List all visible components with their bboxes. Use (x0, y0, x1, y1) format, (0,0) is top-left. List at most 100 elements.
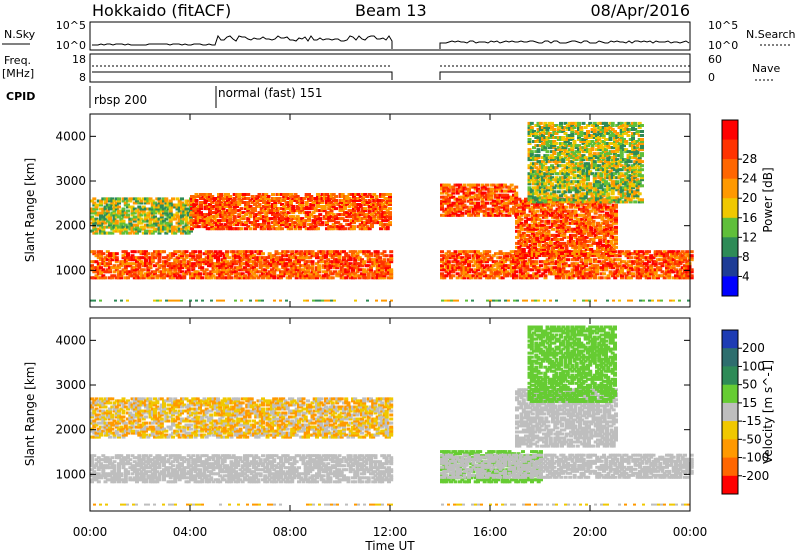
power-cell (186, 203, 191, 207)
power-cell (119, 272, 124, 276)
power-cell (307, 211, 311, 215)
power-cell (103, 221, 108, 225)
power-cell (346, 272, 351, 276)
power-cell (128, 205, 133, 209)
power-cell (364, 254, 369, 258)
power-cell (153, 209, 157, 213)
power-cell (126, 258, 130, 262)
power-cell (293, 197, 298, 200)
power-cell (137, 213, 142, 217)
power-cell (193, 250, 198, 254)
power-cell (382, 260, 387, 264)
power-cell (132, 211, 137, 215)
power-cell (307, 215, 311, 219)
power-cell (279, 258, 283, 262)
power-cell (218, 252, 223, 256)
power-cell (277, 201, 282, 204)
power-cell (262, 215, 266, 219)
power-cell (184, 256, 189, 260)
power-cell (119, 270, 124, 274)
power-cell (319, 252, 324, 256)
power-cell (685, 250, 690, 254)
power-cell (244, 213, 248, 217)
power-cell (228, 201, 233, 204)
power-cell (112, 264, 117, 268)
power-cell (130, 270, 135, 274)
power-cell (92, 217, 97, 221)
power-cell (304, 207, 309, 211)
power-cell (166, 258, 171, 262)
power-cell (184, 221, 189, 225)
power-cell (241, 193, 246, 196)
power-cell (298, 211, 302, 215)
power-cell (299, 268, 304, 272)
power-cell (378, 264, 382, 268)
power-cell (201, 219, 206, 223)
power-cell (333, 252, 337, 256)
power-cell (219, 211, 224, 215)
power-cell (137, 221, 142, 225)
power-cell (171, 205, 175, 209)
power-cell (135, 201, 139, 205)
power-cell (244, 197, 248, 200)
power-cell (139, 199, 144, 203)
power-cell (543, 274, 548, 278)
power-cell (375, 250, 380, 254)
power-cell (186, 254, 191, 258)
power-cell (291, 207, 296, 211)
power-cell (99, 272, 103, 276)
power-cell (162, 209, 166, 213)
power-cell (285, 258, 290, 262)
power-cell (171, 203, 175, 207)
power-cell (232, 201, 237, 204)
power-cell (203, 215, 208, 219)
power-cell (108, 266, 112, 270)
power-cell (144, 213, 148, 217)
power-cell (130, 211, 135, 215)
power-cell (272, 272, 277, 276)
power-cell (99, 223, 103, 227)
power-cell (101, 215, 106, 219)
power-cell (177, 266, 182, 270)
power-cell (141, 252, 146, 256)
power-cell (223, 205, 228, 208)
power-cell (166, 227, 171, 231)
power-cell (324, 256, 328, 260)
power-cell (257, 213, 262, 217)
power-cell (250, 201, 255, 204)
power-cell (378, 256, 382, 260)
power-cell (101, 219, 106, 223)
power-cell (324, 270, 328, 274)
power-cell (324, 262, 328, 266)
power-cell (308, 256, 313, 260)
power-cell (285, 270, 290, 274)
power-cell (357, 264, 362, 268)
power-cell (366, 268, 371, 272)
power-cell (177, 260, 182, 264)
power-cell (312, 274, 317, 278)
power-cell (248, 221, 253, 225)
power-cell (225, 254, 229, 258)
power-cell (123, 203, 128, 207)
power-cell (290, 266, 295, 270)
power-cell (295, 207, 300, 211)
power-cell (225, 252, 229, 256)
power-cell (295, 195, 300, 198)
power-cell (164, 205, 169, 209)
power-cell (346, 266, 351, 270)
power-cell (375, 268, 380, 272)
power-cell (304, 195, 309, 198)
power-cell (196, 225, 201, 229)
power-cell (128, 219, 133, 223)
power-cell (309, 203, 314, 206)
power-cell (166, 221, 171, 225)
power-cell (262, 205, 266, 208)
power-cell (239, 217, 244, 221)
power-cell (353, 260, 358, 264)
power-cell (194, 213, 199, 217)
power-cell (236, 276, 241, 280)
power-cell (121, 270, 126, 274)
power-cell (139, 207, 144, 211)
power-cell (216, 260, 220, 264)
power-cell (139, 272, 144, 276)
